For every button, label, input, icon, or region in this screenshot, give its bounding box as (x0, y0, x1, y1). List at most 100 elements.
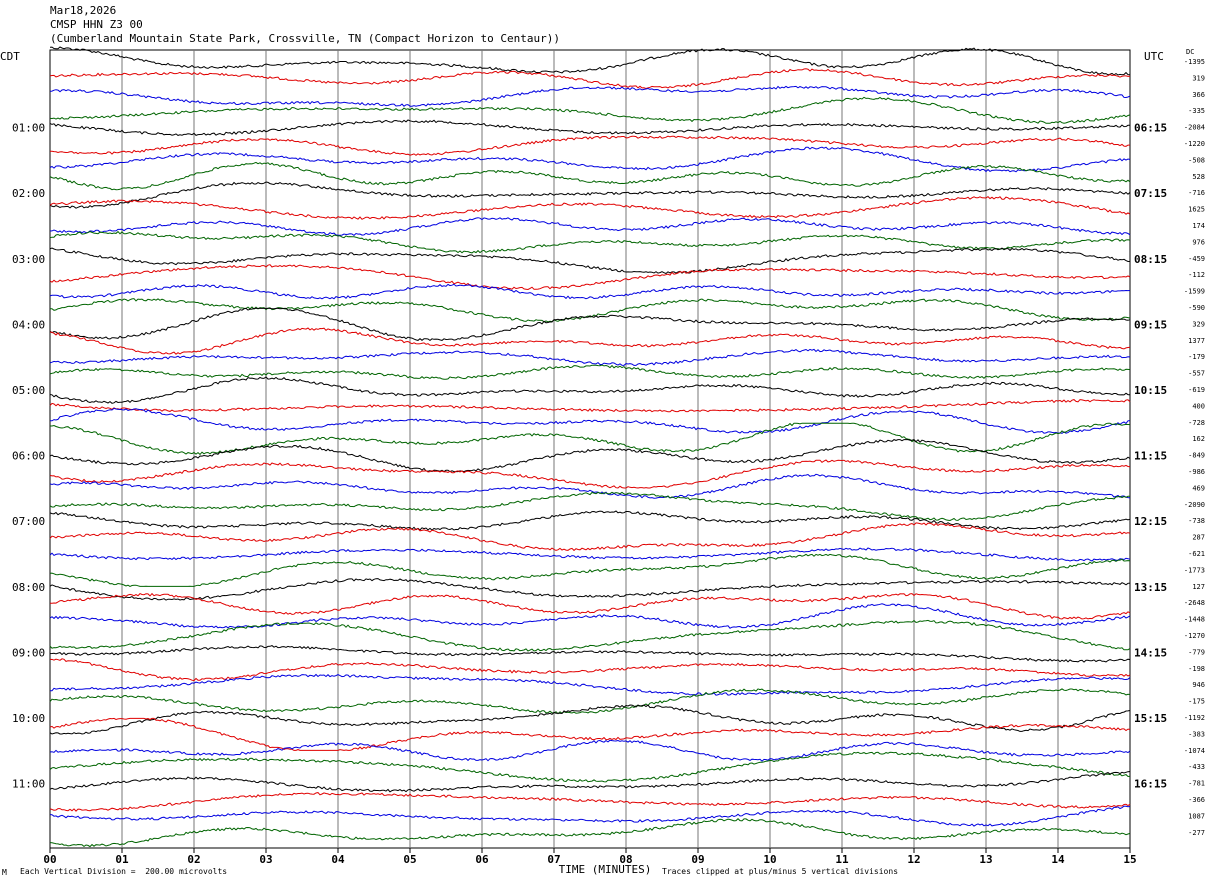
record-date: Mar18,2026 (50, 4, 117, 17)
dc-offset-value: -716 (1188, 189, 1205, 197)
seismic-trace (49, 522, 1131, 552)
right-hour-label: 11:15 (1134, 450, 1167, 463)
seismic-trace (49, 459, 1131, 489)
x-tick-label: 13 (979, 853, 992, 866)
x-axis-label: TIME (MINUTES) (559, 863, 652, 876)
seismic-trace (49, 85, 1131, 107)
dc-offset-value: -621 (1188, 550, 1205, 558)
station-code: CMSP HHN Z3 00 (50, 18, 143, 31)
dc-offset-value: -590 (1188, 304, 1205, 312)
seismic-trace (50, 673, 1131, 696)
seismic-trace (49, 592, 1131, 620)
seismic-trace (49, 307, 1131, 342)
x-tick-label: 14 (1051, 853, 1065, 866)
dc-offset-value: 127 (1192, 583, 1205, 591)
seismic-trace (49, 376, 1131, 404)
x-tick-label: 05 (403, 853, 416, 866)
right-hour-label: 16:15 (1134, 778, 1167, 791)
dc-offset-value: 946 (1192, 681, 1205, 689)
seismic-trace (49, 407, 1131, 434)
left-hour-label: 06:00 (12, 450, 45, 463)
left-hour-label: 11:00 (12, 778, 45, 791)
seismic-trace (49, 771, 1131, 793)
right-hour-label: 09:15 (1134, 318, 1167, 331)
left-hour-label: 01:00 (12, 122, 45, 135)
seismic-trace (49, 491, 1131, 522)
x-tick-label: 06 (475, 853, 489, 866)
left-hour-label: 07:00 (12, 515, 45, 528)
x-tick-label: 03 (259, 853, 272, 866)
x-tick-label: 12 (907, 853, 920, 866)
dc-offset-value: -781 (1188, 780, 1205, 788)
left-hour-label: 02:00 (12, 187, 45, 200)
dc-offset-value: 1087 (1188, 812, 1205, 820)
seismic-trace (49, 348, 1131, 366)
seismic-trace (49, 195, 1131, 220)
seismic-trace (49, 264, 1131, 291)
dc-offset-value: -383 (1188, 730, 1205, 738)
station-location: (Cumberland Mountain State Park, Crossvi… (50, 32, 560, 45)
plot-frame (49, 49, 1131, 849)
dc-offset-value: 1377 (1188, 337, 1205, 345)
left-hour-label: 10:00 (12, 712, 45, 725)
seismic-trace (49, 327, 1131, 355)
seismic-trace (49, 688, 1131, 715)
dc-label: DC (1186, 48, 1195, 56)
dc-offset-value: -619 (1188, 386, 1205, 394)
seismic-trace (49, 805, 1131, 827)
seismic-trace (49, 473, 1131, 499)
seismic-trace (49, 181, 1131, 209)
seismic-trace (49, 658, 1131, 682)
dc-offset-value: -198 (1188, 665, 1205, 673)
dc-offset-value: -508 (1188, 156, 1205, 164)
dc-offset-value: 469 (1192, 484, 1205, 492)
dc-offset-value: 162 (1192, 435, 1205, 443)
seismic-trace (49, 46, 1131, 76)
seismic-trace (49, 751, 1131, 783)
seismic-trace (49, 578, 1131, 601)
x-tick-label: 07 (547, 853, 560, 866)
dc-offset-value: 174 (1192, 222, 1205, 230)
dc-offset-value: -433 (1188, 763, 1205, 771)
x-tick-label: 01 (115, 853, 129, 866)
seismic-trace (50, 422, 1131, 456)
seismic-trace (49, 704, 1131, 735)
seismic-trace (49, 146, 1131, 173)
left-hour-label: 08:00 (12, 581, 45, 594)
left-hour-label: 03:00 (12, 253, 45, 266)
dc-offset-value: -1773 (1184, 566, 1205, 574)
vertical-scale-note: Each Vertical Division = 200.00 microvol… (20, 867, 228, 876)
x-tick-label: 10 (763, 853, 776, 866)
right-hour-label: 10:15 (1134, 384, 1167, 397)
dc-offset-value: -2648 (1184, 599, 1205, 607)
seismic-trace (49, 364, 1131, 380)
dc-offset-value: 366 (1192, 91, 1205, 99)
dc-offset-value: -1448 (1184, 616, 1205, 624)
seismic-trace (49, 119, 1130, 136)
dc-offset-value: -738 (1188, 517, 1205, 525)
dc-offset-value: -335 (1188, 107, 1205, 115)
seismic-trace (49, 553, 1131, 587)
right-hour-label: 06:15 (1134, 122, 1167, 135)
dc-offset-value: -1192 (1184, 714, 1205, 722)
clip-note: Traces clipped at plus/minus 5 vertical … (662, 867, 899, 876)
dc-offset-value: 400 (1192, 402, 1205, 410)
x-tick-label: 08 (619, 853, 632, 866)
seismic-trace (49, 217, 1131, 237)
left-hour-label: 05:00 (12, 384, 45, 397)
x-tick-label: 04 (331, 853, 345, 866)
seismic-trace (49, 283, 1131, 300)
seismic-trace (49, 603, 1131, 629)
dc-offset-value: -1220 (1184, 140, 1205, 148)
dc-offset-value: 287 (1192, 534, 1205, 542)
x-tick-label: 11 (835, 853, 849, 866)
seismic-trace (49, 818, 1131, 848)
seismic-trace (49, 135, 1130, 156)
right-hour-label: 08:15 (1134, 253, 1167, 266)
dc-offset-value: -112 (1188, 271, 1205, 279)
dc-offset-value: -1599 (1184, 288, 1205, 296)
seismic-trace (49, 792, 1131, 812)
seismic-trace (49, 619, 1131, 652)
right-hour-label: 13:15 (1134, 581, 1167, 594)
right-hour-label: 12:15 (1134, 515, 1167, 528)
